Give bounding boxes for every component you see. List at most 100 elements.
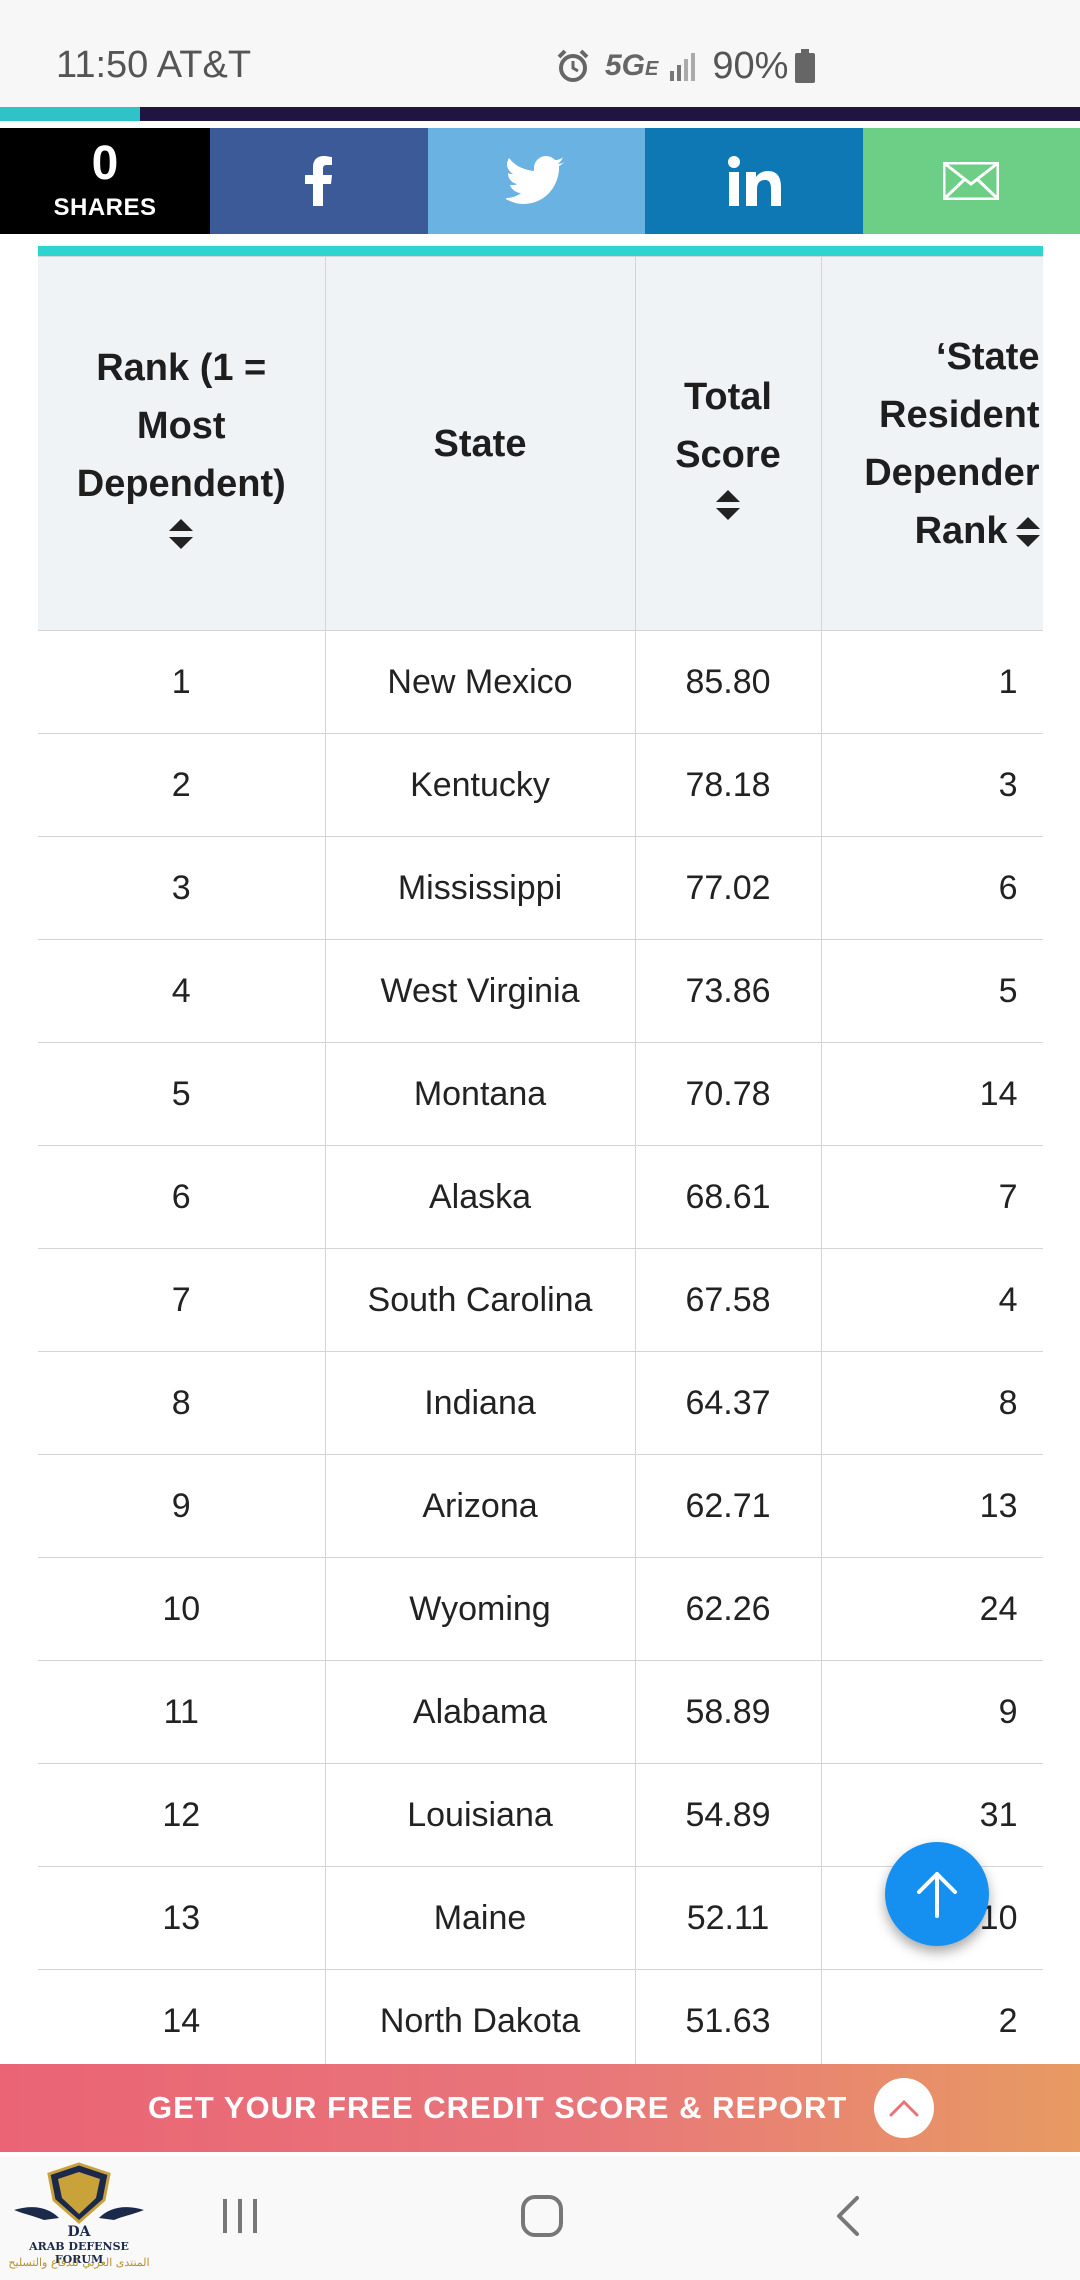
status-bar: 11:50 AT&T 5GE 90% bbox=[0, 0, 1080, 108]
column-header-state[interactable]: State bbox=[324, 256, 636, 631]
cell-total-score: 62.71 bbox=[634, 1454, 822, 1558]
sort-icon bbox=[1015, 517, 1040, 548]
cell-resident-dependency-rank: 2 bbox=[820, 1969, 1043, 2066]
cell-total-score: 78.18 bbox=[634, 733, 822, 837]
status-indicators: 5GE 90% bbox=[555, 44, 816, 88]
cell-rank: 14 bbox=[38, 1969, 326, 2066]
credit-score-cta-banner[interactable]: GET YOUR FREE CREDIT SCORE & REPORT bbox=[0, 2064, 1080, 2152]
table-row: 1 New Mexico 85.80 1 bbox=[38, 630, 1043, 734]
cell-resident-dependency-rank: 24 bbox=[820, 1557, 1043, 1661]
cta-label: GET YOUR FREE CREDIT SCORE & REPORT bbox=[148, 2090, 848, 2125]
cell-total-score: 51.63 bbox=[634, 1969, 822, 2066]
cell-resident-dependency-rank: 14 bbox=[820, 1042, 1043, 1146]
table-row: 5 Montana 70.78 14 bbox=[38, 1042, 1043, 1146]
email-share-button[interactable] bbox=[862, 128, 1080, 234]
network-type: 5GE bbox=[605, 49, 659, 82]
cell-resident-dependency-rank: 5 bbox=[820, 939, 1043, 1043]
battery-percent: 90% bbox=[712, 44, 789, 87]
cell-total-score: 68.61 bbox=[634, 1145, 822, 1249]
forum-watermark: DA ARAB DEFENSE FORUM المنتدى العربي للد… bbox=[4, 2160, 154, 2278]
share-count-label: SHARES bbox=[53, 194, 157, 221]
back-button[interactable] bbox=[818, 2186, 878, 2246]
cell-total-score: 70.78 bbox=[634, 1042, 822, 1146]
cell-resident-dependency-rank: 4 bbox=[820, 1248, 1043, 1352]
table-row: 9 Arizona 62.71 13 bbox=[38, 1454, 1043, 1558]
table-row: 12 Louisiana 54.89 31 bbox=[38, 1763, 1043, 1867]
watermark-line1: ARAB DEFENSE FORUM bbox=[29, 2240, 129, 2266]
table-row: 7 South Carolina 67.58 4 bbox=[38, 1248, 1043, 1352]
reading-progress-bar bbox=[0, 107, 1080, 121]
home-button[interactable] bbox=[512, 2186, 572, 2246]
arab-defense-forum-logo: DA bbox=[14, 2162, 144, 2240]
cell-resident-dependency-rank: 8 bbox=[820, 1351, 1043, 1455]
column-header-total-score[interactable]: Total Score bbox=[634, 256, 822, 631]
recent-apps-icon bbox=[223, 2199, 257, 2233]
arrow-up-icon bbox=[917, 1872, 957, 1918]
table-header-row: Rank (1 = Most Dependent) State Total Sc… bbox=[38, 256, 1043, 631]
cell-rank: 1 bbox=[38, 630, 326, 734]
linkedin-share-button[interactable] bbox=[645, 128, 863, 234]
column-header-state-residents-dependency-rank[interactable]: ‘State Resident Depender Rank bbox=[820, 256, 1043, 631]
table-row: 8 Indiana 64.37 8 bbox=[38, 1351, 1043, 1455]
column-header-rank[interactable]: Rank (1 = Most Dependent) bbox=[38, 256, 326, 631]
cell-state: Louisiana bbox=[324, 1763, 636, 1867]
system-navigation-bar bbox=[0, 2156, 1080, 2280]
table-top-rule bbox=[38, 246, 1043, 256]
reading-progress-fill bbox=[0, 107, 141, 121]
cell-rank: 3 bbox=[38, 836, 326, 940]
cell-rank: 11 bbox=[38, 1660, 326, 1764]
cell-state: Alaska bbox=[324, 1145, 636, 1249]
twitter-icon bbox=[506, 156, 566, 204]
table-row: 10 Wyoming 62.26 24 bbox=[38, 1557, 1043, 1661]
cell-resident-dependency-rank: 13 bbox=[820, 1454, 1043, 1558]
cell-rank: 5 bbox=[38, 1042, 326, 1146]
cell-resident-dependency-rank: 3 bbox=[820, 733, 1043, 837]
cell-state: Kentucky bbox=[324, 733, 636, 837]
cell-resident-dependency-rank: 6 bbox=[820, 836, 1043, 940]
cell-state: Wyoming bbox=[324, 1557, 636, 1661]
cell-resident-dependency-rank: 9 bbox=[820, 1660, 1043, 1764]
table-row: 2 Kentucky 78.18 3 bbox=[38, 733, 1043, 837]
cell-state: Alabama bbox=[324, 1660, 636, 1764]
facebook-share-button[interactable] bbox=[210, 128, 428, 234]
watermark-line2: المنتدى العربي للدفاع والتسليح bbox=[8, 2256, 150, 2269]
cell-rank: 10 bbox=[38, 1557, 326, 1661]
cell-total-score: 64.37 bbox=[634, 1351, 822, 1455]
dependency-table-container[interactable]: Rank (1 = Most Dependent) State Total Sc… bbox=[38, 246, 1043, 2066]
dependency-table: Rank (1 = Most Dependent) State Total Sc… bbox=[38, 256, 1043, 2066]
linkedin-icon bbox=[727, 156, 781, 206]
cta-expand-button[interactable] bbox=[874, 2078, 934, 2138]
watermark-logo-text: DA bbox=[67, 2224, 91, 2240]
cell-state: North Dakota bbox=[324, 1969, 636, 2066]
scroll-to-top-button[interactable] bbox=[885, 1842, 989, 1946]
cell-state: West Virginia bbox=[324, 939, 636, 1043]
cell-resident-dependency-rank: 7 bbox=[820, 1145, 1043, 1249]
cell-rank: 2 bbox=[38, 733, 326, 837]
cell-state: Maine bbox=[324, 1866, 636, 1970]
cell-resident-dependency-rank: 1 bbox=[820, 630, 1043, 734]
cell-rank: 12 bbox=[38, 1763, 326, 1867]
cell-total-score: 67.58 bbox=[634, 1248, 822, 1352]
battery-icon bbox=[795, 49, 816, 83]
cell-state: Arizona bbox=[324, 1454, 636, 1558]
table-row: 4 West Virginia 73.86 5 bbox=[38, 939, 1043, 1043]
share-count: 0 SHARES bbox=[0, 128, 210, 234]
cell-total-score: 85.80 bbox=[634, 630, 822, 734]
sort-icon bbox=[716, 489, 740, 520]
cell-state: Montana bbox=[324, 1042, 636, 1146]
chevron-up-icon bbox=[889, 2099, 919, 2117]
back-icon bbox=[837, 2196, 859, 2236]
status-time: 11:50 AT&T bbox=[56, 44, 252, 86]
cell-total-score: 73.86 bbox=[634, 939, 822, 1043]
cell-total-score: 77.02 bbox=[634, 836, 822, 940]
cell-total-score: 62.26 bbox=[634, 1557, 822, 1661]
cell-state: South Carolina bbox=[324, 1248, 636, 1352]
facebook-icon bbox=[304, 156, 332, 206]
twitter-share-button[interactable] bbox=[427, 128, 645, 234]
mail-icon bbox=[943, 162, 1000, 200]
cell-rank: 7 bbox=[38, 1248, 326, 1352]
home-icon bbox=[521, 2195, 563, 2237]
cell-total-score: 58.89 bbox=[634, 1660, 822, 1764]
share-count-number: 0 bbox=[91, 137, 119, 190]
recent-apps-button[interactable] bbox=[210, 2186, 270, 2246]
